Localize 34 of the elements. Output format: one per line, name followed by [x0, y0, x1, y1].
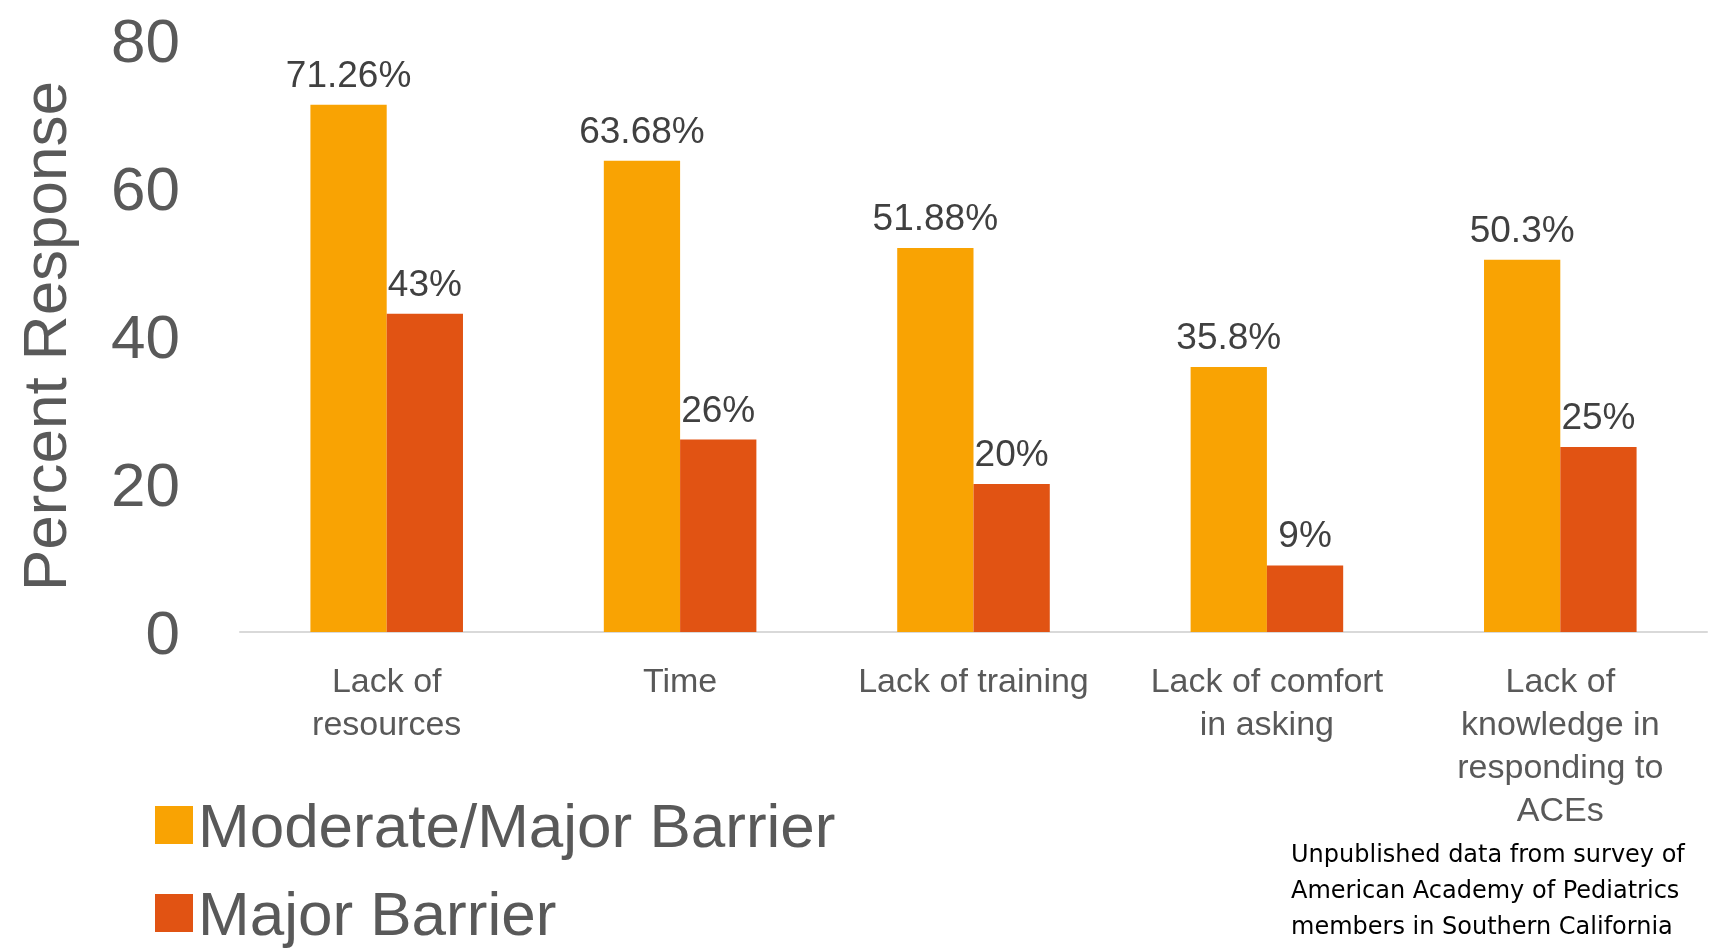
y-axis-title: Percent Response — [9, 80, 79, 592]
text: Unpublished data from survey of American Academy of Pediatrics members in Southern California — [1291, 840, 1693, 940]
bar — [897, 248, 974, 632]
bar — [1560, 447, 1637, 632]
bar — [386, 313, 463, 632]
bar — [1266, 565, 1344, 632]
bar — [603, 160, 681, 632]
data-label: 20% — [974, 433, 1049, 474]
y-tick-label: 80 — [111, 5, 180, 75]
data-label: 43% — [387, 262, 462, 304]
x-tick-label: Lack of knowledge in responding to ACEs — [1457, 660, 1664, 828]
x-tick-label: Lack of training — [858, 660, 1089, 699]
bar — [973, 484, 1050, 632]
data-label: 50.3% — [1469, 208, 1575, 250]
data-label: 51.88% — [872, 197, 999, 239]
data-label: 25% — [1561, 396, 1636, 437]
y-tick-label: 60 — [111, 153, 180, 223]
data-label: 9% — [1278, 514, 1332, 556]
x-tick-label: Lack of resources — [312, 660, 462, 742]
x-tick-label: Lack of comfort in asking — [1150, 660, 1384, 742]
data-label: 71.26% — [285, 53, 412, 95]
legend-label: Major Barrier — [198, 878, 557, 948]
bar — [680, 439, 757, 632]
bar — [1190, 367, 1267, 632]
x-tick-label: Time — [642, 660, 718, 699]
y-tick-label: 20 — [111, 449, 180, 519]
data-label: 35.8% — [1176, 316, 1282, 358]
legend-label: Moderate/Major Barrier — [198, 790, 836, 860]
y-tick-label: 40 — [111, 301, 180, 371]
y-tick-label: 0 — [145, 597, 180, 667]
data-label: 26% — [681, 388, 756, 430]
bar — [310, 104, 387, 632]
data-label: 63.68% — [579, 109, 705, 151]
bar — [1484, 259, 1561, 632]
